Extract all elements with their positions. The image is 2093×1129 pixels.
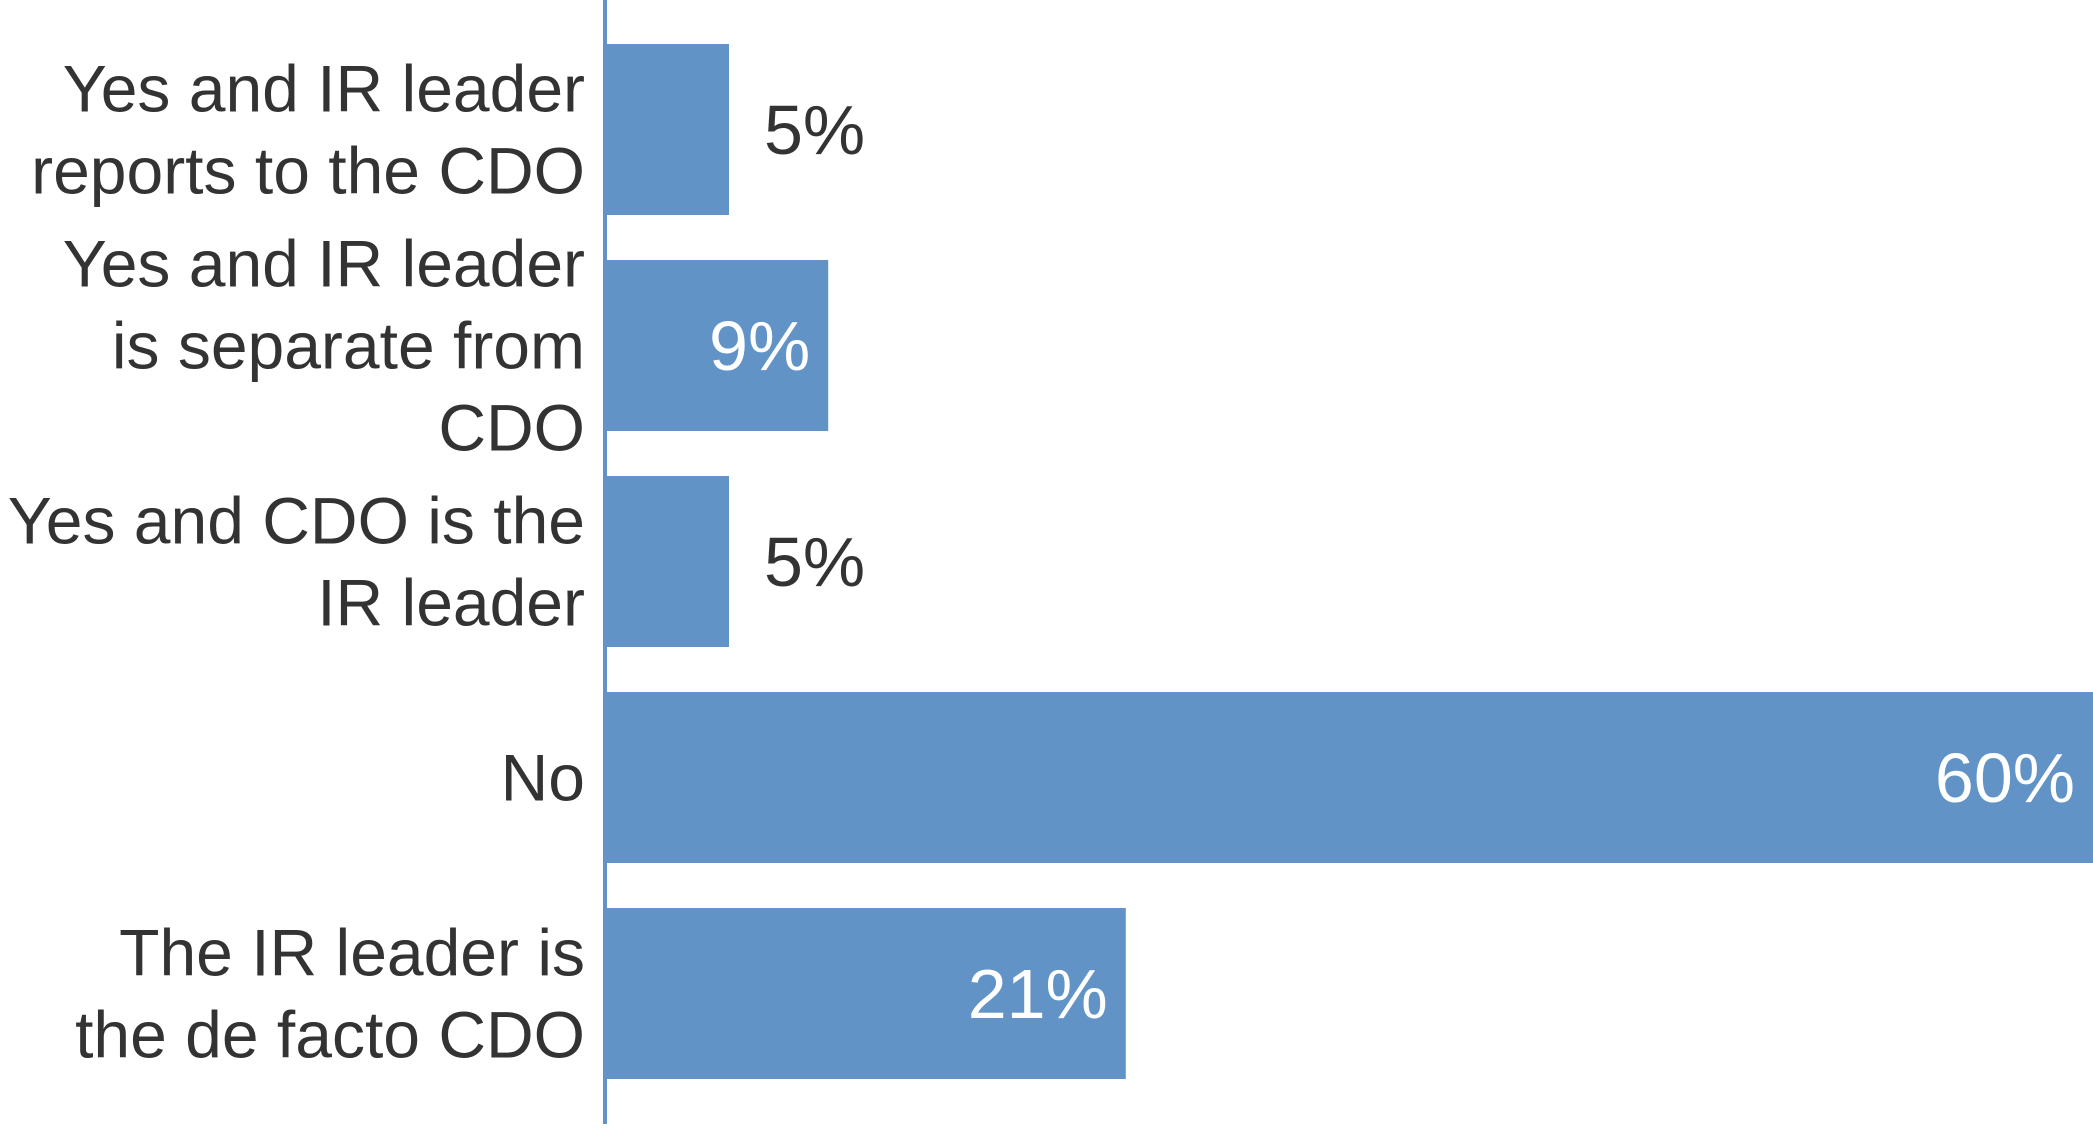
category-label-line: CDO: [438, 391, 585, 465]
category-label-0: Yes and IR leader reports to the CDO: [31, 52, 585, 208]
bar-0: [605, 44, 729, 215]
bar-1: [605, 260, 829, 431]
category-label-2: Yes and CDO is the IR leader: [8, 484, 585, 640]
bar-4: [605, 908, 1126, 1079]
category-label-line: is separate from: [112, 309, 585, 383]
value-label-0: 5%: [764, 91, 865, 169]
bars-layer: [605, 44, 2093, 1079]
value-label-2: 5%: [764, 523, 865, 601]
bar-2: [605, 476, 729, 647]
category-label-line: IR leader: [317, 566, 585, 640]
category-label-line: Yes and IR leader: [63, 227, 585, 301]
category-label-line: The IR leader is: [119, 916, 585, 990]
category-label-3: No: [501, 741, 585, 815]
value-label-4: 21%: [968, 955, 1108, 1033]
category-label-line: reports to the CDO: [31, 134, 585, 208]
category-label-1: Yes and IR leader is separate from CDO: [63, 227, 585, 465]
category-label-line: No: [501, 741, 585, 815]
value-labels-layer: 5% 9% 5% 60% 21%: [709, 91, 2075, 1033]
category-label-line: Yes and CDO is the: [8, 484, 585, 558]
category-label-line: the de facto CDO: [75, 998, 585, 1072]
category-label-line: Yes and IR leader: [63, 52, 585, 126]
value-label-3: 60%: [1935, 739, 2075, 817]
bar-3: [605, 692, 2093, 863]
category-label-4: The IR leader is the de facto CDO: [75, 916, 585, 1072]
value-label-1: 9%: [709, 307, 810, 385]
